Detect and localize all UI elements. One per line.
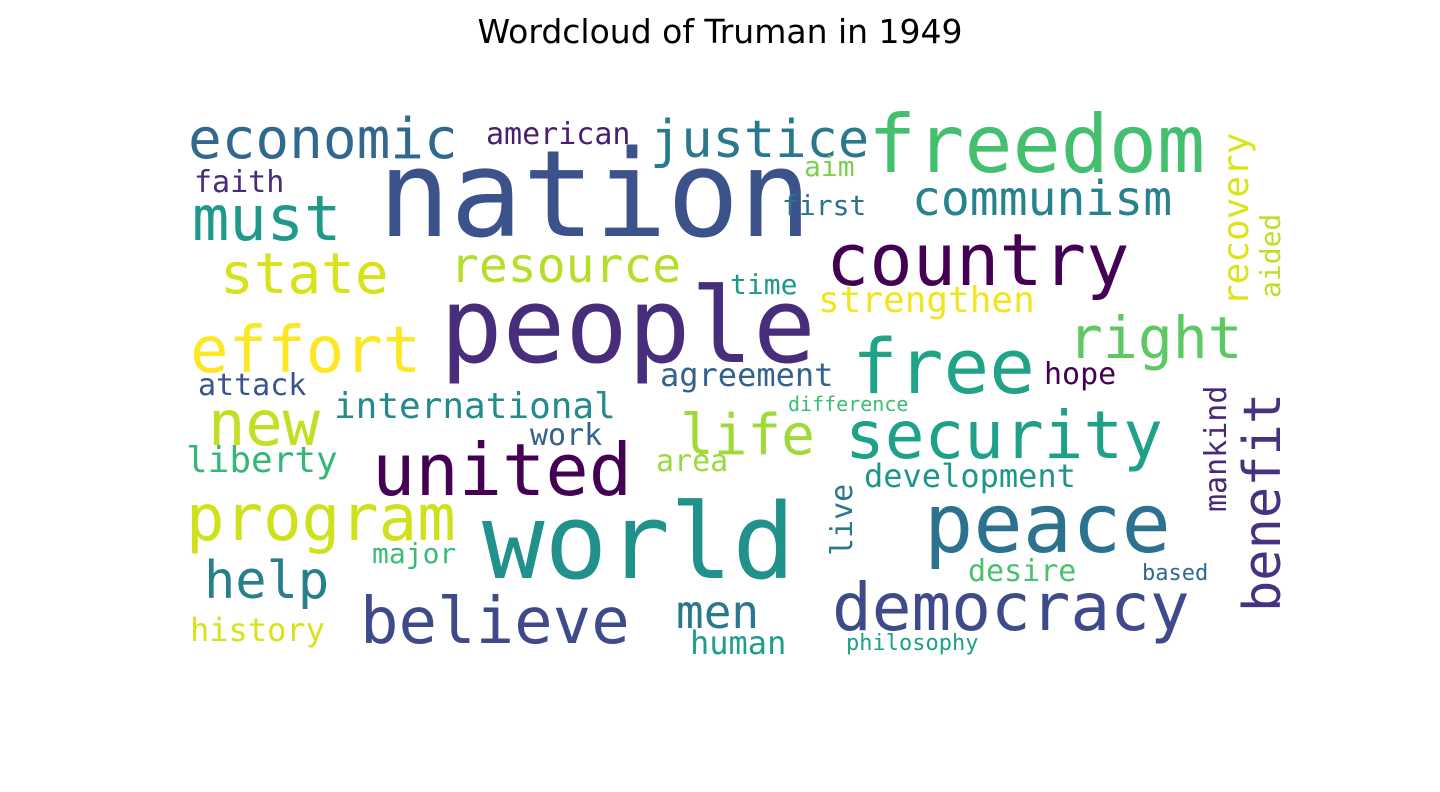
word-help: help: [204, 551, 329, 611]
word-mankind: mankind: [1199, 386, 1234, 512]
word-agreement: agreement: [660, 356, 833, 394]
word-economic: economic: [188, 107, 458, 172]
word-major: major: [372, 537, 456, 570]
word-new: new: [208, 387, 321, 460]
word-life: life: [680, 403, 815, 468]
word-nation: nation: [378, 126, 811, 265]
word-believe: believe: [360, 585, 630, 659]
word-world: world: [482, 481, 795, 603]
word-american: american: [486, 117, 631, 152]
word-must: must: [192, 182, 341, 255]
word-faith: faith: [194, 165, 284, 200]
word-peace: peace: [924, 477, 1171, 572]
word-aided: aided: [1254, 214, 1287, 298]
word-hope: hope: [1044, 357, 1116, 392]
word-based: based: [1142, 561, 1208, 586]
word-liberty: liberty: [186, 440, 338, 481]
word-men: men: [676, 585, 759, 639]
word-work: work: [530, 418, 602, 453]
word-freedom: freedom: [868, 98, 1205, 191]
word-country: country: [826, 218, 1129, 302]
word-live: live: [825, 484, 860, 556]
word-effort: effort: [190, 314, 421, 388]
word-recovery: recovery: [1216, 133, 1257, 306]
word-security: security: [845, 397, 1163, 474]
word-united: united: [372, 428, 632, 512]
word-history: history: [190, 611, 325, 649]
word-international: international: [334, 386, 616, 427]
word-desire: desire: [968, 554, 1076, 589]
chart-title: Wordcloud of Truman in 1949: [477, 12, 963, 51]
word-resource: resource: [450, 238, 681, 294]
word-human: human: [690, 624, 786, 662]
word-attack: attack: [198, 368, 306, 403]
word-strengthen: strengthen: [818, 280, 1035, 321]
word-aim: aim: [804, 150, 855, 183]
word-right: right: [1068, 304, 1243, 372]
word-program: program: [186, 482, 456, 556]
word-communism: communism: [912, 171, 1172, 227]
word-justice: justice: [650, 110, 869, 170]
word-development: development: [864, 457, 1076, 495]
word-first: first: [782, 189, 866, 222]
word-benefit: benefit: [1233, 393, 1293, 612]
word-area: area: [656, 444, 728, 479]
word-difference: difference: [788, 392, 908, 416]
word-philosophy: philosophy: [846, 631, 978, 656]
word-state: state: [220, 242, 389, 307]
word-people: people: [440, 265, 816, 387]
word-free: free: [852, 322, 1035, 411]
word-time: time: [730, 268, 797, 301]
word-democracy: democracy: [832, 569, 1190, 646]
